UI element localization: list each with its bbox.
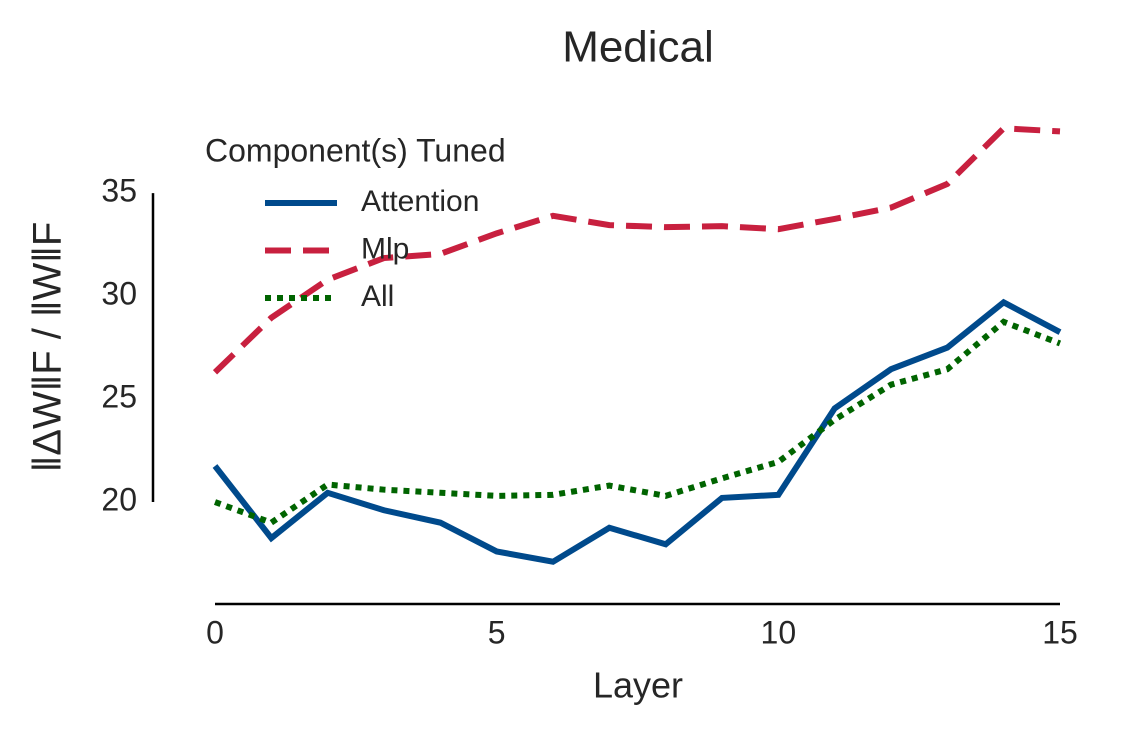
data-line bbox=[212, 125, 1061, 375]
legend-title: Component(s) Tuned bbox=[205, 132, 506, 168]
x-tick-label: 0 bbox=[206, 614, 224, 650]
x-tick-label: 10 bbox=[761, 614, 797, 650]
y-tick-label: 25 bbox=[101, 379, 137, 415]
data-line bbox=[213, 318, 1062, 526]
legend-label: All bbox=[361, 280, 394, 313]
legend-label: Attention bbox=[361, 185, 479, 218]
y-tick-label: 20 bbox=[101, 481, 137, 517]
x-tick-label: 15 bbox=[1042, 614, 1078, 650]
chart-title: Medical bbox=[562, 23, 714, 72]
x-axis-label: Layer bbox=[593, 665, 683, 706]
x-tick-label: 5 bbox=[488, 614, 506, 650]
legend-label: Mlp bbox=[361, 232, 409, 265]
y-tick-label: 30 bbox=[101, 276, 137, 312]
y-tick-label: 35 bbox=[101, 173, 137, 209]
data-line bbox=[212, 298, 1062, 565]
y-axis-label: ‖ΔW‖F / ‖W‖F bbox=[26, 222, 70, 473]
